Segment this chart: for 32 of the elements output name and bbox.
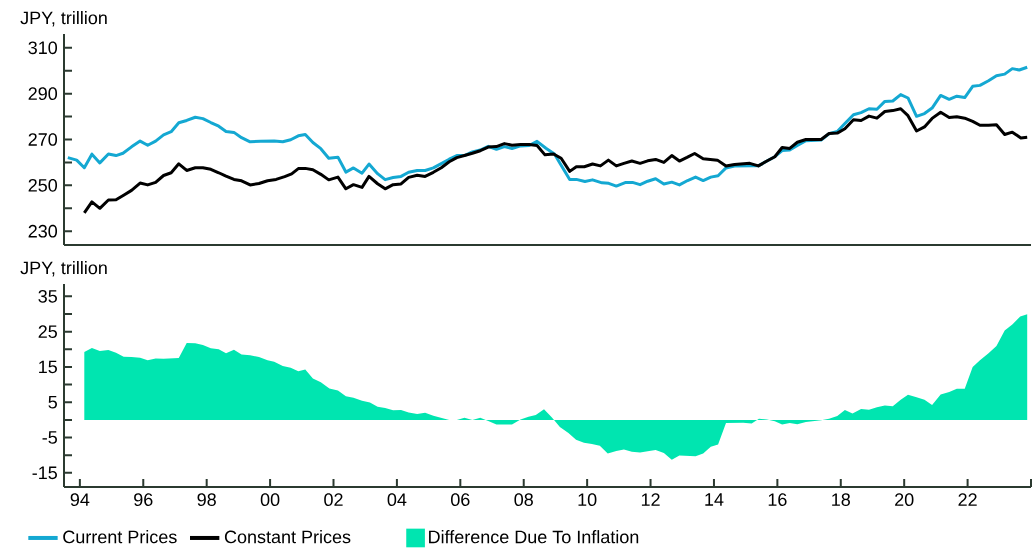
y-tick-label: 230 bbox=[28, 224, 58, 238]
y-tick-label: 310 bbox=[28, 41, 58, 55]
y-axis-title: JPY, trillion bbox=[20, 261, 107, 277]
x-tick-label: 94 bbox=[70, 493, 90, 506]
x-tick-label: 12 bbox=[641, 493, 660, 506]
x-tick-label: 18 bbox=[832, 493, 850, 506]
y-tick-label: 15 bbox=[39, 360, 57, 374]
x-tick-label: 08 bbox=[514, 493, 533, 506]
y-tick-label: -5 bbox=[42, 431, 57, 444]
x-tick-label: 14 bbox=[705, 493, 724, 506]
x-tick-label: 06 bbox=[451, 493, 470, 506]
legend-label: Current Prices bbox=[63, 530, 177, 544]
y-tick-label: 35 bbox=[38, 289, 57, 303]
x-tick-label: 04 bbox=[387, 493, 407, 506]
y-tick-label: -15 bbox=[32, 466, 57, 480]
legend-label: Constant Prices bbox=[224, 530, 351, 544]
x-tick-label: 22 bbox=[958, 493, 977, 506]
x-tick-label: 98 bbox=[197, 493, 216, 506]
y-tick-label: 25 bbox=[38, 325, 57, 339]
legend-label: Difference Due To Inflation bbox=[429, 530, 639, 544]
y-tick-label: 270 bbox=[28, 133, 58, 146]
x-tick-label: 20 bbox=[895, 493, 914, 506]
line-series bbox=[82, 107, 1029, 215]
y-axis-title: JPY, trillion bbox=[20, 11, 107, 27]
x-tick-label: 10 bbox=[578, 493, 597, 506]
y-tick-label: 250 bbox=[28, 178, 58, 192]
x-tick-label: 02 bbox=[324, 493, 343, 506]
x-tick-label: 16 bbox=[768, 493, 787, 506]
x-tick-label: 96 bbox=[134, 493, 153, 506]
y-tick-label: 5 bbox=[48, 395, 57, 409]
x-tick-label: 00 bbox=[260, 493, 280, 506]
y-tick-label: 290 bbox=[28, 87, 58, 100]
